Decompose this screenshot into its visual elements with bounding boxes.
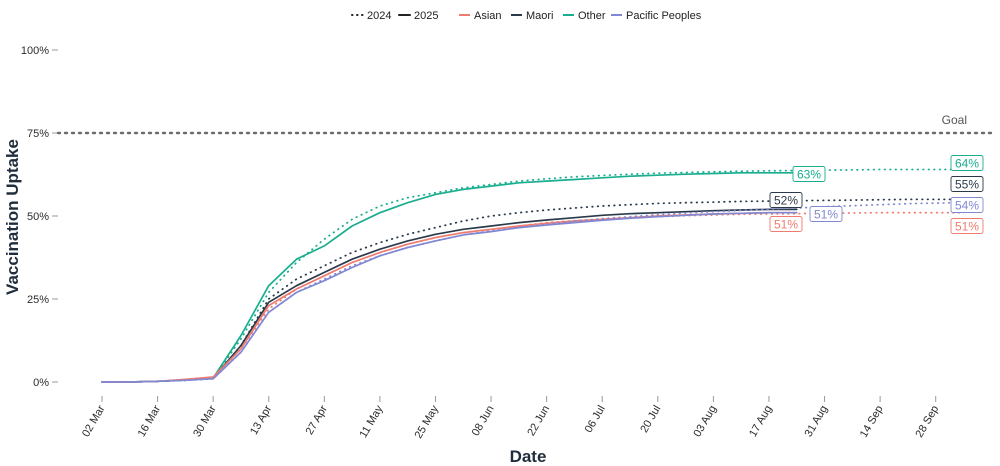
legend-label: Asian <box>474 10 502 22</box>
y-tick-label: 100% <box>21 45 49 57</box>
y-tick-label: 0% <box>33 377 49 389</box>
legend-item-2025: 2025 <box>398 10 438 22</box>
legend-item-maori: Maori <box>511 10 554 22</box>
legend-label: Other <box>578 10 606 22</box>
end-label-pacific-peoples-2024: 54% <box>950 197 984 213</box>
legend: 2024 2025 Asian Maori Other Pacific Peoples <box>351 10 702 22</box>
y-tick-label: 25% <box>27 294 49 306</box>
end-label-text: 51% <box>955 220 979 234</box>
end-label-maori-2024: 55% <box>950 176 984 192</box>
x-axis: 02 Mar 16 Mar 30 Mar 13 Apr 27 Apr 11 May 25 M… <box>80 396 941 441</box>
end-label-box <box>950 197 984 213</box>
x-tick-label: 20 Jul <box>638 404 663 435</box>
x-tick-label: 03 Aug <box>691 404 719 440</box>
x-tick-label: 13 Apr <box>248 403 274 437</box>
x-axis-title: Date <box>510 447 547 466</box>
x-tick-label: 25 May <box>413 403 442 441</box>
series-line-maori-2024 <box>101 198 965 383</box>
legend-item-pacific-peoples: Pacific Peoples <box>611 10 702 22</box>
legend-label: Pacific Peoples <box>626 10 702 22</box>
x-tick-label: 30 Mar <box>191 403 219 439</box>
y-axis: 0% 25% 50% 75% 100% <box>21 45 58 389</box>
series-line-asian-2024 <box>101 211 965 383</box>
end-label-box <box>950 218 984 234</box>
end-label-text: 52% <box>774 194 798 208</box>
x-tick-label: 31 Aug <box>803 404 831 440</box>
y-tick-label: 50% <box>27 211 49 223</box>
legend-item-asian: Asian <box>459 10 502 22</box>
end-label-box <box>950 155 984 171</box>
x-tick-label: 22 Jun <box>525 404 552 439</box>
end-label-box <box>792 166 826 182</box>
end-label-text: 54% <box>955 199 979 213</box>
x-tick-label: 06 Jul <box>583 404 608 435</box>
x-tick-label: 02 Mar <box>80 403 108 439</box>
goal-line-group: Goal <box>56 113 997 135</box>
end-label-pacific-peoples-2025: 51% <box>809 206 843 222</box>
x-tick-label: 11 May <box>357 403 385 440</box>
end-label-text: 55% <box>955 178 979 192</box>
x-tick-label: 28 Sep <box>913 404 941 440</box>
x-tick-label: 14 Sep <box>858 404 886 440</box>
legend-label: Maori <box>526 10 554 22</box>
end-label-box <box>950 176 984 192</box>
y-tick-label: 75% <box>27 128 49 140</box>
end-label-other-2024: 64% <box>950 155 984 171</box>
legend-label: 2024 <box>367 10 391 22</box>
series-lines <box>101 168 965 383</box>
end-label-box <box>809 206 843 222</box>
end-label-box <box>769 192 803 208</box>
end-label-text: 63% <box>797 168 821 182</box>
end-label-text: 51% <box>814 208 838 222</box>
series-line-pacific-peoples-2024 <box>101 201 965 383</box>
end-label-asian-2024: 51% <box>950 218 984 234</box>
series-line-other-2025 <box>101 171 798 383</box>
x-tick-label: 17 Aug <box>747 404 775 440</box>
end-label-text: 64% <box>955 157 979 171</box>
x-tick-label: 16 Mar <box>136 403 164 439</box>
end-labels: 63% 52% 51% 51% 64% 55% 54% 51% <box>769 155 984 234</box>
end-label-other-2025: 63% <box>792 166 826 182</box>
legend-item-other: Other <box>563 10 606 22</box>
x-tick-label: 27 Apr <box>304 403 330 437</box>
y-axis-title: Vaccination Uptake <box>3 139 22 295</box>
goal-label: Goal <box>942 113 967 127</box>
end-label-asian-2025: 51% <box>769 216 803 232</box>
end-label-box <box>769 216 803 232</box>
x-tick-label: 08 Jun <box>470 404 497 439</box>
end-label-maori-2025: 52% <box>769 192 803 208</box>
end-label-text: 51% <box>774 218 798 232</box>
legend-item-2024: 2024 <box>351 10 391 22</box>
legend-label: 2025 <box>414 10 438 22</box>
